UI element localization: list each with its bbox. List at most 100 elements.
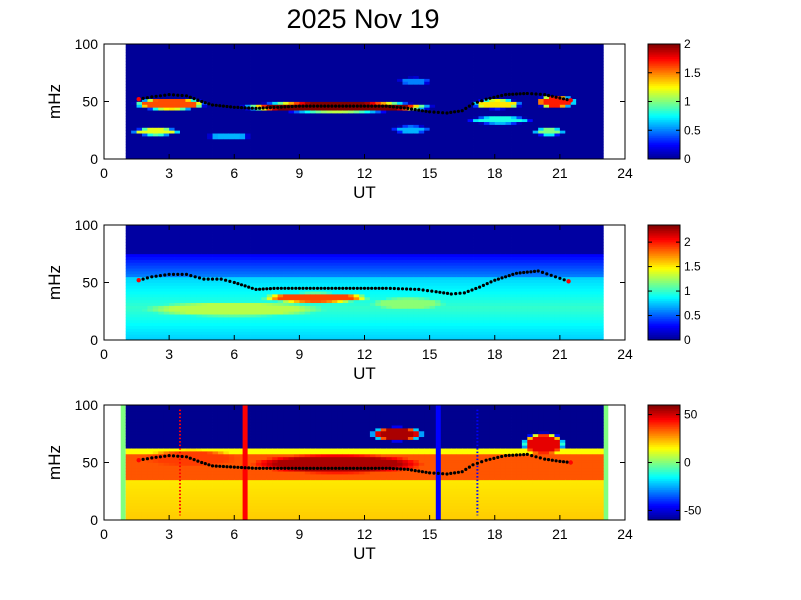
heatmap-cell (581, 78, 588, 82)
heatmap-cell (570, 87, 577, 91)
heatmap-cell (559, 46, 566, 51)
heatmap-cell (424, 121, 431, 125)
heatmap-cell (310, 78, 317, 82)
heatmap-cell (440, 147, 447, 151)
heatmap-cell (190, 308, 197, 312)
heatmap-cell (597, 55, 604, 59)
heatmap-cell (288, 58, 295, 62)
heatmap-cell (451, 67, 458, 71)
heatmap-cell (473, 124, 479, 128)
heatmap-cell (179, 130, 186, 134)
heatmap-cell (234, 308, 241, 312)
heatmap-cell (152, 276, 159, 281)
heatmap-cell (141, 259, 148, 263)
heatmap-cell (245, 230, 251, 235)
heatmap-cell (331, 52, 338, 56)
heatmap-cell (331, 115, 338, 120)
heatmap-cell (565, 58, 572, 62)
heatmap-cell (141, 256, 148, 260)
heatmap-cell (158, 233, 165, 237)
heatmap-cell (131, 276, 137, 281)
heatmap-cell (190, 239, 197, 243)
heatmap-cell (483, 136, 490, 140)
heatmap-cell (163, 67, 170, 71)
heatmap-cell (353, 81, 360, 85)
heatmap-cell (315, 58, 322, 62)
heatmap-cell (342, 95, 349, 100)
heatmap-cell (527, 95, 534, 100)
heatmap-cell (234, 245, 241, 249)
heatmap-cell (375, 118, 382, 123)
heatmap-cell (359, 136, 365, 140)
heatmap-cell (147, 52, 154, 56)
heatmap-cell (418, 81, 425, 85)
heatmap-cell (136, 288, 143, 292)
heatmap-cell (489, 92, 496, 97)
heatmap-cell (266, 81, 273, 85)
heatmap-cell (147, 285, 154, 289)
heatmap-cell (467, 92, 474, 97)
heatmap-cell (462, 72, 469, 77)
heatmap-cell (212, 239, 219, 243)
heatmap-cell (456, 156, 463, 160)
heatmap-cell (207, 133, 213, 137)
heatmap-cell (196, 67, 203, 71)
heatmap-cell (174, 296, 181, 301)
heatmap-cell (185, 233, 192, 237)
heatmap-cell (462, 84, 469, 88)
heatmap-cell (511, 67, 517, 71)
heatmap-cell (245, 127, 251, 131)
heatmap-cell (141, 279, 148, 283)
heatmap-cell (266, 294, 273, 298)
heatmap-cell (576, 113, 582, 117)
heatmap-cell (375, 87, 382, 91)
heatmap-cell (402, 87, 409, 91)
heatmap-cell (451, 92, 458, 97)
heatmap-cell (234, 147, 241, 151)
heatmap-cell (239, 136, 246, 140)
heatmap-cell (342, 101, 349, 105)
heatmap-cell (543, 69, 550, 74)
heatmap-cell (158, 147, 165, 151)
heatmap-cell (516, 58, 523, 62)
heatmap-cell (467, 46, 474, 51)
heatmap-cell (212, 49, 219, 54)
heatmap-cell (511, 107, 517, 111)
colorbar-segment (648, 126, 680, 129)
heatmap-cell (380, 118, 387, 123)
heatmap-cell (494, 46, 501, 51)
heatmap-cell (228, 328, 235, 332)
heatmap-cell (451, 133, 458, 137)
heatmap-cell (587, 118, 593, 123)
ridge-point (565, 98, 569, 102)
heatmap-cell (234, 113, 241, 117)
heatmap-cell (304, 49, 311, 54)
heatmap-cell (158, 236, 165, 240)
heatmap-cell (239, 95, 246, 100)
heatmap-cell (494, 110, 501, 114)
heatmap-cell (234, 322, 241, 327)
heatmap-cell (429, 49, 436, 54)
heatmap-cell (500, 90, 507, 94)
heatmap-cell (212, 58, 219, 62)
colorbar-segment (648, 141, 680, 144)
heatmap-cell (272, 273, 279, 278)
heatmap-cell (185, 127, 192, 131)
heatmap-cell (261, 110, 268, 114)
heatmap-cell (158, 319, 165, 324)
heatmap-cell (451, 153, 458, 157)
heatmap-cell (239, 265, 246, 269)
heatmap-cell (283, 138, 289, 143)
heatmap-cell (261, 156, 268, 160)
heatmap-cell (418, 55, 425, 59)
heatmap-cell (473, 121, 479, 125)
heatmap-cell (136, 58, 143, 62)
heatmap-cell (402, 90, 409, 94)
heatmap-cell (266, 236, 273, 240)
heatmap-cell (565, 113, 572, 117)
heatmap-cell (283, 144, 289, 148)
heatmap-cell (483, 127, 490, 131)
heatmap-cell (288, 273, 295, 278)
heatmap-cell (201, 58, 208, 62)
heatmap-cell (223, 55, 230, 59)
